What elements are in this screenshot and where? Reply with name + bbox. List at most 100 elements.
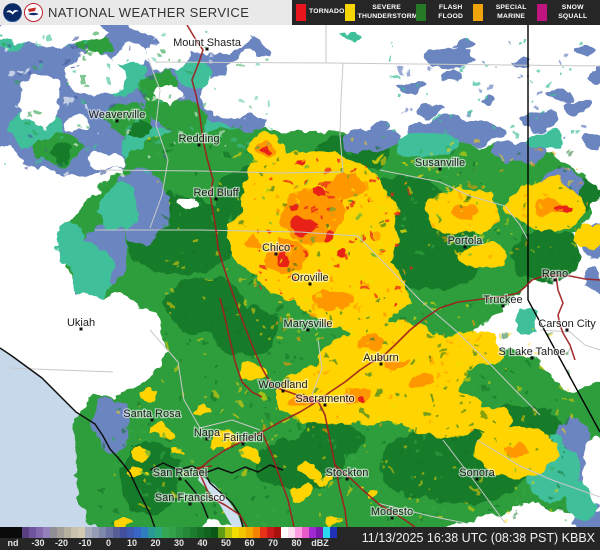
city-dot [178, 477, 182, 481]
colorbar-segment [323, 527, 330, 538]
state-border [527, 25, 600, 433]
city-dot [475, 477, 479, 481]
colorbar-segment [155, 527, 162, 538]
city-label: Redding [179, 133, 220, 145]
colorbar-tick: 60 [244, 538, 255, 548]
city-dot [390, 516, 394, 520]
legend-item-flash-flood: FLASH FLOOD [415, 0, 473, 25]
warning-legend: TORNADO SEVERE THUNDERSTORM FLASH FLOOD … [292, 0, 600, 25]
city-labels: Mount Shasta Weaverville Redding Red Bluff S… [66, 36, 597, 520]
timestamp: 11/13/2025 16:38 UTC (08:38 PST) KBBX [361, 531, 595, 545]
severe-thunderstorm-color-swatch [344, 4, 355, 21]
highways [186, 25, 600, 527]
city-dot [197, 143, 201, 147]
city-dot [463, 245, 467, 249]
colorbar-segment [281, 527, 288, 538]
city-dot [214, 197, 218, 201]
noaa-logo-icon [3, 3, 22, 22]
colorbar-tick: 10 [126, 538, 138, 548]
flash-flood-color-swatch [415, 4, 426, 21]
city-label: Red Bluff [193, 187, 239, 199]
city-label: Chico [262, 242, 290, 254]
colorbar-segment [78, 527, 85, 538]
city-label: Ukiah [67, 317, 95, 329]
colorbar-segment [36, 527, 43, 538]
city-label: Truckee [483, 294, 522, 306]
colorbar-segment [127, 527, 134, 538]
footer-bar: nd -30 -20 -10 0 10 20 30 40 50 60 70 80 dBZ 11/13/20… [0, 527, 600, 550]
colorbar-segment [288, 527, 295, 538]
city-dot [205, 47, 209, 51]
colorbar-segment [29, 527, 36, 538]
tornado-color-swatch [296, 4, 306, 21]
colorbar-tick: 20 [150, 538, 161, 548]
county-boundaries [9, 25, 600, 524]
legend-item-severe-thunderstorm: SEVERE THUNDERSTORM [344, 0, 418, 25]
colorbar-segment [57, 527, 64, 538]
city-dot [281, 389, 285, 393]
colorbar-segment [183, 527, 190, 538]
colorbar-segment [330, 527, 337, 538]
colorbar-segment [302, 527, 309, 538]
city-label: Portola [448, 235, 484, 247]
logo-group [0, 3, 43, 22]
colorbar-segment [260, 527, 267, 538]
colorbar-tick-labels: nd -30 -20 -10 0 10 20 30 40 50 60 70 80 dBZ [0, 538, 345, 550]
city-dot [438, 167, 442, 171]
city-label: Weaverville [89, 109, 146, 121]
city-label: Woodland [258, 379, 307, 391]
city-label: Carson City [538, 318, 596, 330]
colorbar-tick: 30 [173, 538, 185, 548]
colorbar-segment [253, 527, 260, 538]
city-dot [379, 362, 383, 366]
radar-map[interactable]: Mount Shasta Weaverville Redding Red Bluff S… [0, 25, 600, 527]
city-label: Reno [542, 268, 568, 280]
city-label: Stockton [326, 467, 369, 479]
colorbar-segment [71, 527, 78, 538]
city-label: Marysville [284, 318, 333, 330]
colorbar-segment [176, 527, 183, 538]
colorbar-segment [295, 527, 302, 538]
colorbar-tick: 40 [197, 538, 208, 548]
snow-squall-label: SNOW SQUALL [558, 4, 588, 20]
colorbar-segment [162, 527, 169, 538]
city-label: S Lake Tahoe [498, 346, 565, 358]
city-dot [115, 119, 119, 123]
colorbar-segment [106, 527, 113, 538]
colorbar-tick: dBZ [311, 538, 329, 548]
colorbar-segment [120, 527, 127, 538]
city-label: Modesto [371, 506, 413, 518]
colorbar-segment [274, 527, 281, 538]
header-bar: NATIONAL WEATHER SERVICE TORNADO SEVERE … [0, 0, 600, 25]
tornado-label: TORNADO [309, 8, 345, 16]
agency-title: NATIONAL WEATHER SERVICE [48, 5, 250, 20]
city-label: Fairfield [223, 432, 262, 444]
colorbar-segment [246, 527, 253, 538]
colorbar-segment [309, 527, 316, 538]
severe-thunderstorm-label: SEVERE THUNDERSTORM [357, 4, 418, 20]
colorbar-segment [22, 527, 29, 538]
colorbar-segment [113, 527, 120, 538]
nws-logo-icon [24, 3, 43, 22]
city-dot [323, 403, 327, 407]
city-dot [345, 477, 349, 481]
special-marine-label: SPECIAL MARINE [495, 4, 527, 20]
colorbar-segment [134, 527, 141, 538]
colorbar-tick: 80 [291, 538, 302, 548]
city-dot [306, 328, 310, 332]
city-dot [553, 278, 557, 282]
colorbar-tick: nd [7, 538, 19, 548]
colorbar-segment [50, 527, 57, 538]
colorbar-segment [204, 527, 211, 538]
flash-flood-label: FLASH FLOOD [438, 4, 464, 20]
city-label: Sonora [459, 467, 495, 479]
colorbar-segment [64, 527, 71, 538]
legend-item-special-marine: SPECIAL MARINE [472, 0, 537, 25]
reflectivity-colorbar [0, 527, 337, 538]
colorbar-tick: -20 [54, 538, 69, 548]
colorbar-segment [92, 527, 99, 538]
colorbar-tick: 0 [105, 538, 112, 548]
colorbar-segment [141, 527, 148, 538]
colorbar-segment [239, 527, 246, 538]
city-dot [205, 437, 209, 441]
